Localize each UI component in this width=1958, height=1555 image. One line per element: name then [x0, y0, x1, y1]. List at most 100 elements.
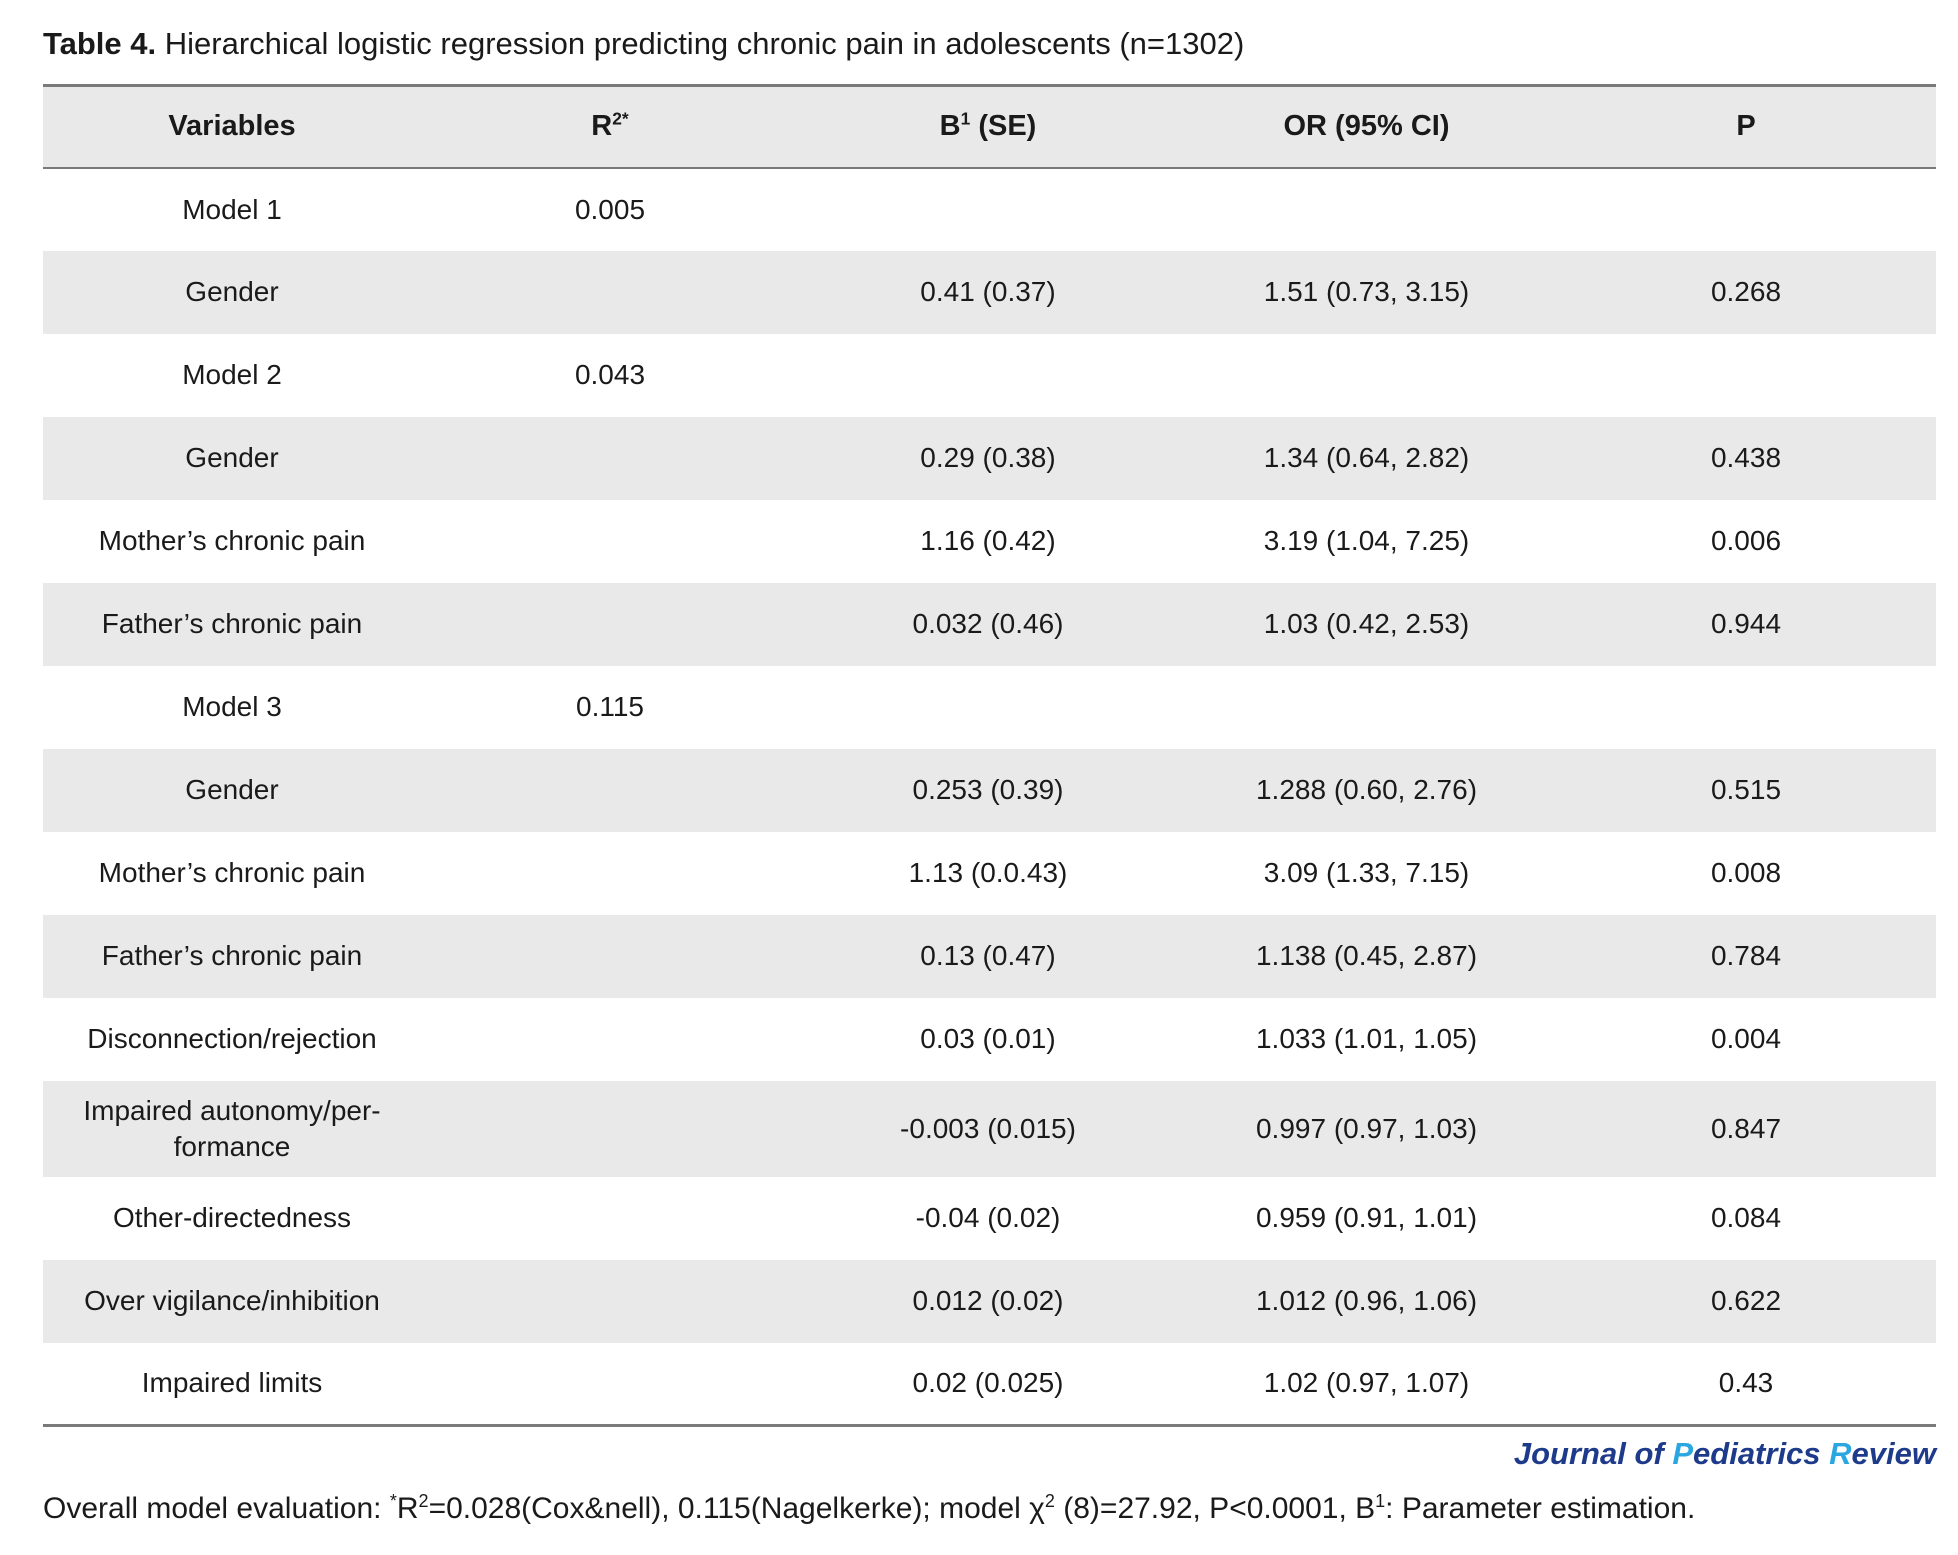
- cell-p: 0.006: [1710, 525, 1782, 556]
- table-row: Over vigilance/inhibition 0.012 (0.02) 1…: [43, 1259, 1936, 1343]
- cell-variable: Impaired autonomy/per-formance: [43, 1081, 421, 1177]
- cell-p: [1556, 334, 1936, 417]
- cell-or: [1177, 168, 1556, 251]
- cell-or: 1.288 (0.60, 2.76): [1255, 774, 1478, 805]
- cell-r2: [421, 915, 799, 998]
- header-r2-sup: 2*: [612, 108, 629, 129]
- cell-b: [799, 334, 1177, 417]
- header-b-rest: (SE): [970, 110, 1037, 143]
- cell-p: 0.515: [1710, 774, 1782, 805]
- cell-p: 0.008: [1710, 857, 1782, 888]
- cell-r2: [421, 832, 799, 915]
- cell-variable: Gender: [185, 442, 279, 473]
- header-b-se: B1 (SE): [799, 86, 1177, 168]
- cell-p: 0.438: [1710, 442, 1782, 473]
- cell-or: 0.959 (0.91, 1.01): [1255, 1202, 1478, 1233]
- cell-p: 0.268: [1710, 276, 1782, 307]
- table-row: Gender 0.41 (0.37) 1.51 (0.73, 3.15) 0.2…: [43, 250, 1936, 334]
- cell-b: -0.04 (0.02): [915, 1202, 1061, 1233]
- footnote-sup-1: 1: [1375, 1491, 1386, 1511]
- table-row: Mother’s chronic pain 1.16 (0.42) 3.19 (…: [43, 500, 1936, 583]
- cell-variable: Model 3: [182, 691, 282, 722]
- cell-b: [799, 666, 1177, 749]
- footnote-mid2: (8)=27.92, P<0.0001, B: [1054, 1492, 1376, 1525]
- cell-or: 1.033 (1.01, 1.05): [1255, 1023, 1478, 1054]
- journal-logo-ournal-of: ournal of: [1531, 1436, 1673, 1471]
- cell-or: [1177, 666, 1556, 749]
- cell-variable: Other-directedness: [112, 1202, 352, 1233]
- footnote-end: : Parameter estimation.: [1385, 1492, 1696, 1525]
- footnote-mid1: =0.028(Cox&nell), 0.115(Nagelkerke); mod…: [428, 1492, 1045, 1525]
- cell-variable: Over vigilance/inhibition: [84, 1285, 380, 1316]
- cell-variable: Disconnection/rejection: [87, 1023, 377, 1054]
- footnote-star: *: [389, 1491, 397, 1511]
- header-or-ci: OR (95% CI): [1283, 110, 1450, 143]
- journal-logo: Journal of Pediatrics Review: [1514, 1436, 1936, 1472]
- cell-r2: [421, 998, 799, 1081]
- cell-b: 0.032 (0.46): [912, 608, 1064, 639]
- cell-variable-line2: formance: [173, 1130, 291, 1162]
- cell-b: 0.41 (0.37): [920, 276, 1056, 307]
- cell-r2: [421, 1177, 799, 1260]
- table-caption: Table 4. Hierarchical logistic regressio…: [43, 24, 1244, 64]
- cell-or: 1.03 (0.42, 2.53): [1263, 608, 1470, 639]
- header-row: Variables R2* B1 (SE) OR (95% CI) P: [43, 85, 1936, 168]
- cell-r2: [421, 417, 799, 500]
- table-row: Gender 0.253 (0.39) 1.288 (0.60, 2.76) 0…: [43, 748, 1936, 832]
- header-b-sup: 1: [960, 108, 971, 129]
- journal-logo-eview: eview: [1851, 1436, 1936, 1471]
- header-p: P: [1736, 110, 1756, 143]
- cell-p: 0.084: [1710, 1202, 1782, 1233]
- cell-p: 0.43: [1718, 1367, 1774, 1399]
- table-row: Model 1 0.005: [43, 168, 1936, 251]
- cell-p: 0.944: [1710, 608, 1782, 639]
- table-row: Other-directedness -0.04 (0.02) 0.959 (0…: [43, 1177, 1936, 1260]
- table-row: Father’s chronic pain 0.13 (0.47) 1.138 …: [43, 914, 1936, 998]
- cell-b: [799, 168, 1177, 251]
- cell-or: [1177, 334, 1556, 417]
- header-r2-base: R: [591, 110, 613, 143]
- cell-b: -0.003 (0.015): [900, 1112, 1076, 1144]
- cell-or: 1.012 (0.96, 1.06): [1255, 1285, 1478, 1316]
- cell-b: 0.13 (0.47): [920, 940, 1056, 971]
- cell-r2: [421, 749, 799, 832]
- cell-or: 0.997 (0.97, 1.03): [1255, 1112, 1478, 1144]
- table-row: Father’s chronic pain 0.032 (0.46) 1.03 …: [43, 582, 1936, 666]
- cell-p: 0.847: [1710, 1112, 1782, 1144]
- cell-b: 0.253 (0.39): [912, 774, 1064, 805]
- cell-b: 0.03 (0.01): [920, 1023, 1056, 1054]
- cell-r2: 0.005: [574, 193, 646, 225]
- cell-variable: Mother’s chronic pain: [98, 857, 366, 888]
- cell-variable: Model 2: [182, 359, 282, 390]
- cell-r2: 0.115: [576, 691, 644, 722]
- cell-variable: Mother’s chronic pain: [98, 525, 366, 556]
- cell-variable: Father’s chronic pain: [101, 940, 363, 971]
- cell-b: 0.02 (0.025): [912, 1367, 1064, 1399]
- cell-variable: Model 1: [182, 193, 282, 225]
- cell-variable: Father’s chronic pain: [101, 608, 363, 639]
- cell-or: 1.138 (0.45, 2.87): [1255, 940, 1478, 971]
- cell-p: [1556, 168, 1936, 251]
- cell-r2: [421, 500, 799, 583]
- cell-b: 0.29 (0.38): [920, 442, 1056, 473]
- footnote-r: R: [396, 1492, 419, 1525]
- table-footnote: Overall model evaluation: *R2=0.028(Cox&…: [43, 1492, 1695, 1526]
- footnote-prefix: Overall model evaluation:: [43, 1492, 390, 1525]
- table-caption-label: Table 4.: [43, 26, 157, 61]
- header-variables: Variables: [168, 110, 296, 143]
- table-caption-text: Hierarchical logistic regression predict…: [164, 26, 1245, 61]
- cell-b: 1.16 (0.42): [920, 525, 1056, 556]
- cell-p: 0.004: [1710, 1023, 1782, 1054]
- header-r2: R2*: [421, 86, 799, 168]
- regression-table: Variables R2* B1 (SE) OR (95% CI) P Mode…: [43, 84, 1936, 1427]
- table-row: Model 3 0.115: [43, 666, 1936, 749]
- cell-b: 1.13 (0.0.43): [908, 857, 1068, 888]
- cell-or: 1.51 (0.73, 3.15): [1263, 276, 1470, 307]
- cell-r2: [421, 583, 799, 666]
- table-row: Impaired limits 0.02 (0.025) 1.02 (0.97,…: [43, 1343, 1936, 1426]
- journal-logo-r: R: [1829, 1436, 1852, 1471]
- header-b-base: B: [939, 110, 961, 143]
- footnote-sup-2a: 2: [418, 1491, 429, 1511]
- cell-variable: Impaired limits: [141, 1367, 323, 1399]
- table-row: Model 2 0.043: [43, 334, 1936, 417]
